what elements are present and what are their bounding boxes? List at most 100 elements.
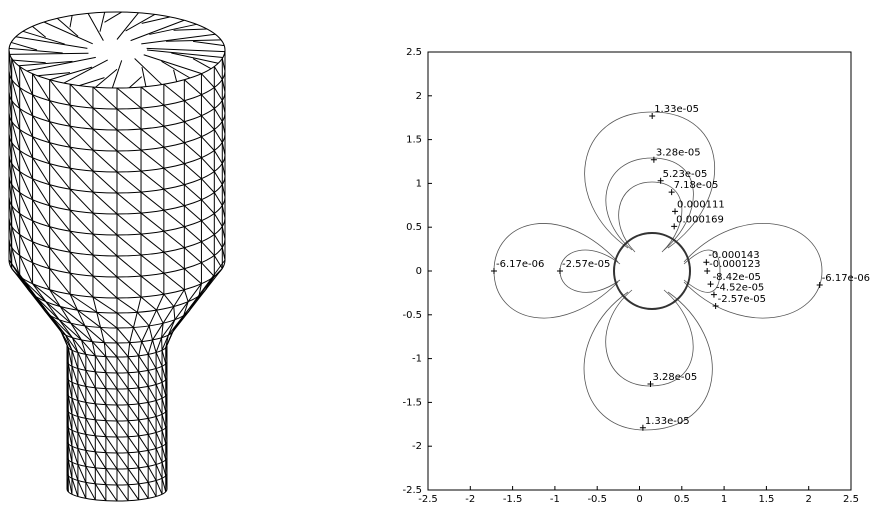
- mesh-edge: [95, 388, 106, 405]
- mesh-edge: [162, 446, 166, 459]
- mesh-edge: [162, 430, 166, 443]
- mesh-edge: [117, 277, 141, 297]
- mesh-edge: [164, 84, 184, 100]
- mesh-edge: [70, 126, 93, 150]
- mesh-edge: [70, 147, 93, 171]
- mesh-edge: [72, 398, 78, 416]
- mesh-edge: [104, 343, 117, 357]
- mesh-edge: [117, 373, 128, 389]
- mesh-edge: [139, 420, 148, 435]
- mesh-edge: [139, 468, 148, 483]
- mesh-edge: [128, 453, 139, 468]
- mesh-edge: [156, 352, 162, 366]
- mesh-edge: [117, 453, 128, 469]
- mesh-edge: [93, 234, 117, 256]
- mesh-edge: [201, 137, 214, 151]
- mesh-edge: [33, 242, 50, 269]
- mesh-edge: [95, 436, 106, 453]
- mesh-edge: [162, 366, 166, 379]
- mesh-edge: [72, 414, 78, 432]
- mesh-edge: [184, 269, 201, 284]
- mesh-edge: [149, 326, 152, 340]
- mesh-edge: [142, 326, 149, 342]
- mesh-edge: [164, 147, 184, 163]
- y-tick-label: -0.5: [402, 310, 422, 321]
- mesh-edge: [153, 340, 157, 353]
- mesh-edge: [139, 372, 148, 387]
- mesh-edge: [139, 484, 148, 499]
- mesh-edge: [174, 29, 207, 30]
- contour-label: 7.18e-05: [674, 180, 719, 191]
- mesh-edge: [104, 12, 121, 22]
- mesh-edge: [214, 234, 222, 247]
- mesh-edge: [44, 22, 93, 44]
- mesh-edge: [156, 310, 163, 323]
- boundary: [614, 233, 690, 309]
- x-tick-label: 2.5: [843, 494, 859, 505]
- mesh-edge: [201, 221, 214, 235]
- mesh-edge: [148, 450, 156, 464]
- mesh-edge: [201, 116, 214, 130]
- mesh-edge: [78, 400, 86, 418]
- mesh-edge: [201, 179, 214, 193]
- y-tick-label: 2: [416, 91, 422, 102]
- mesh-edge: [164, 210, 184, 226]
- contour-line: [584, 292, 712, 430]
- y-tick-label: -1.5: [402, 397, 422, 408]
- mesh-edge: [208, 260, 225, 283]
- mesh-edge: [137, 312, 149, 326]
- mesh-edge: [156, 416, 162, 430]
- mesh-edge: [117, 389, 128, 405]
- contour-label: 1.33e-05: [645, 416, 690, 427]
- mesh-edge: [93, 108, 117, 130]
- y-tick-label: 0.5: [406, 222, 422, 233]
- mesh-edge: [184, 227, 201, 242]
- mesh-edge: [156, 294, 163, 310]
- mesh-edge: [86, 466, 95, 483]
- mesh-edge: [78, 352, 86, 370]
- mesh-edge: [117, 151, 141, 171]
- mesh-edge: [128, 421, 139, 436]
- mesh-edge: [117, 437, 128, 453]
- mesh-edge: [142, 67, 146, 86]
- mesh-edge: [112, 60, 121, 88]
- y-tick-label: 1: [416, 178, 422, 189]
- mesh-edge: [139, 452, 148, 467]
- mesh-edge: [184, 143, 201, 158]
- mesh-edge: [156, 480, 162, 494]
- mesh-edge: [93, 213, 117, 235]
- mesh-edge: [117, 485, 128, 501]
- mesh-edge: [23, 31, 65, 44]
- contour-label: -6.17e-06: [822, 273, 870, 284]
- mesh-edge: [78, 464, 86, 482]
- mesh-edge: [70, 84, 93, 108]
- mesh-edge: [106, 421, 117, 437]
- y-tick-label: 0: [416, 266, 422, 277]
- contour-label: -0.000123: [709, 259, 760, 270]
- mesh-edge: [201, 158, 214, 172]
- mesh-edge: [70, 15, 72, 27]
- mesh-edge: [95, 452, 106, 469]
- mesh-edge: [106, 469, 117, 485]
- mesh-edge: [193, 41, 224, 45]
- mesh-edge: [141, 171, 164, 189]
- mesh-edge: [141, 276, 164, 294]
- mesh-edge: [184, 164, 201, 179]
- mesh-edge: [117, 313, 133, 327]
- mesh-edge: [129, 77, 141, 88]
- mesh-edge: [141, 129, 164, 147]
- mesh-edge: [95, 484, 106, 501]
- contour-label: 3.28e-05: [656, 148, 701, 159]
- mesh-edge: [95, 356, 106, 373]
- mesh-edge: [33, 95, 50, 122]
- mesh-edge: [141, 87, 164, 105]
- mesh-edge: [101, 327, 117, 343]
- mesh-edge: [72, 350, 78, 368]
- mesh-edge: [128, 373, 139, 388]
- mesh-edge: [33, 158, 50, 185]
- mesh-edge: [33, 116, 50, 143]
- contour-label: -4.52e-05: [716, 283, 764, 294]
- mesh-edge: [106, 357, 117, 373]
- mesh-edge: [156, 338, 161, 353]
- mesh-edge: [164, 168, 184, 184]
